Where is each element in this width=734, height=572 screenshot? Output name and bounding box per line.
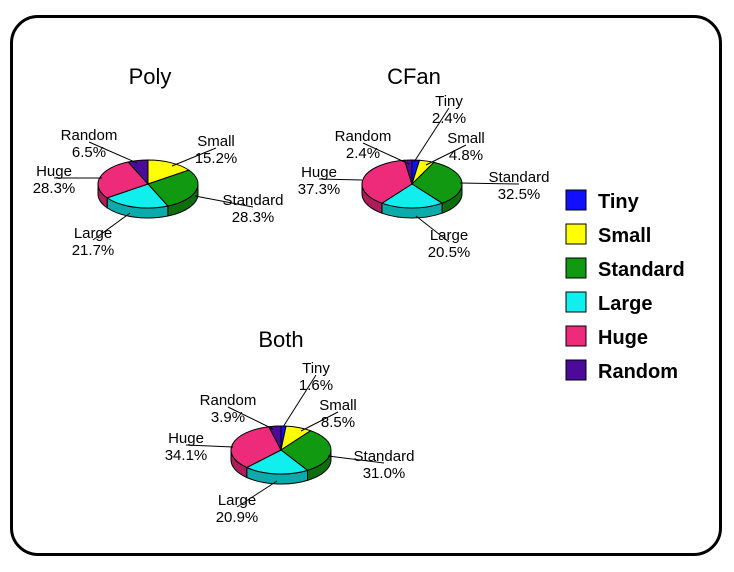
pie-chart-cfan: CFanTiny2.4%Small4.8%Standard32.5%Large2… [298, 64, 550, 261]
slice-huge [230, 426, 282, 469]
slice-label-small: Small [197, 133, 235, 150]
legend-label-small: Small [598, 225, 651, 247]
legend-swatch-standard [565, 257, 587, 279]
slice-label-small: Small [319, 397, 357, 414]
slice-random [127, 159, 149, 186]
slice-value-standard: 32.5% [498, 186, 541, 203]
pie-chart-poly: PolySmall15.2%Standard28.3%Large21.7%Hug… [33, 64, 284, 259]
slice-label-large: Large [430, 227, 468, 244]
leader-line-random [227, 406, 274, 430]
legend-label-huge: Huge [598, 327, 648, 349]
slice-value-large: 21.7% [72, 242, 115, 259]
slice-value-large: 20.5% [428, 244, 471, 261]
slice-value-small: 4.8% [449, 147, 483, 164]
slice-label-large: Large [74, 225, 112, 242]
slice-value-huge: 28.3% [33, 180, 76, 197]
slice-standard [411, 161, 463, 204]
legend-swatch-large [565, 291, 587, 313]
slice-large [106, 183, 169, 209]
leader-line-random [362, 142, 410, 165]
legend-swatch-random [565, 359, 587, 381]
slice-standard [147, 169, 199, 207]
slice-large [245, 449, 309, 475]
slice-value-tiny: 1.6% [299, 377, 333, 394]
leader-line-huge [185, 444, 234, 448]
leader-line-standard [194, 195, 254, 208]
leader-line-small [300, 411, 339, 432]
slice-value-large: 20.9% [216, 509, 259, 526]
slice-standard [280, 430, 332, 471]
slice-label-random: Random [335, 128, 392, 145]
slice-label-huge: Huge [168, 430, 204, 447]
slice-value-huge: 37.3% [298, 181, 341, 198]
slice-label-random: Random [200, 392, 257, 409]
slice-small [147, 159, 190, 185]
legend-label-large: Large [598, 293, 652, 315]
leader-line-large [415, 215, 450, 243]
slice-value-huge: 34.1% [165, 447, 208, 464]
slice-label-random: Random [61, 127, 118, 144]
leader-line-standard [459, 182, 520, 185]
chart-title: Poly [129, 64, 172, 89]
legend-swatch-small [565, 223, 587, 245]
slice-label-tiny: Tiny [302, 360, 330, 377]
chart-title: Both [258, 327, 303, 352]
slice-value-small: 15.2% [195, 150, 238, 167]
slice-random [403, 159, 413, 185]
slice-label-large: Large [218, 492, 256, 509]
leader-line-small [425, 144, 467, 166]
leader-line-large [92, 212, 131, 241]
chart-title: CFan [387, 64, 441, 89]
slice-value-random: 2.4% [346, 145, 380, 162]
slice-value-small: 8.5% [321, 414, 355, 431]
leader-line-tiny [282, 374, 317, 428]
slice-label-small: Small [447, 130, 485, 147]
legend-swatch-tiny [565, 189, 587, 211]
leader-line-small [171, 147, 217, 167]
slice-value-tiny: 2.4% [432, 110, 466, 127]
legend-label-random: Random [598, 361, 678, 383]
slice-large [380, 183, 444, 209]
slice-value-standard: 31.0% [363, 465, 406, 482]
slice-value-random: 3.9% [211, 409, 245, 426]
slice-value-random: 6.5% [72, 144, 106, 161]
legend: Tiny Small Standard Large Huge Random [565, 189, 685, 383]
legend-swatch-huge [565, 325, 587, 347]
slice-label-standard: Standard [354, 448, 415, 465]
leader-line-huge [318, 178, 363, 181]
slice-label-standard: Standard [489, 169, 550, 186]
legend-label-tiny: Tiny [598, 191, 640, 213]
leader-line-large [236, 480, 278, 508]
leader-line-standard [327, 455, 385, 464]
legend-label-standard: Standard [598, 259, 685, 281]
leader-line-random [88, 141, 138, 164]
slice-label-tiny: Tiny [435, 93, 463, 110]
slice-huge [361, 159, 413, 204]
slice-label-huge: Huge [301, 164, 337, 181]
slice-label-standard: Standard [223, 192, 284, 209]
chart-frame [10, 15, 722, 556]
slice-value-standard: 28.3% [232, 209, 275, 226]
slice-label-huge: Huge [36, 163, 72, 180]
leader-line-tiny [413, 107, 450, 163]
